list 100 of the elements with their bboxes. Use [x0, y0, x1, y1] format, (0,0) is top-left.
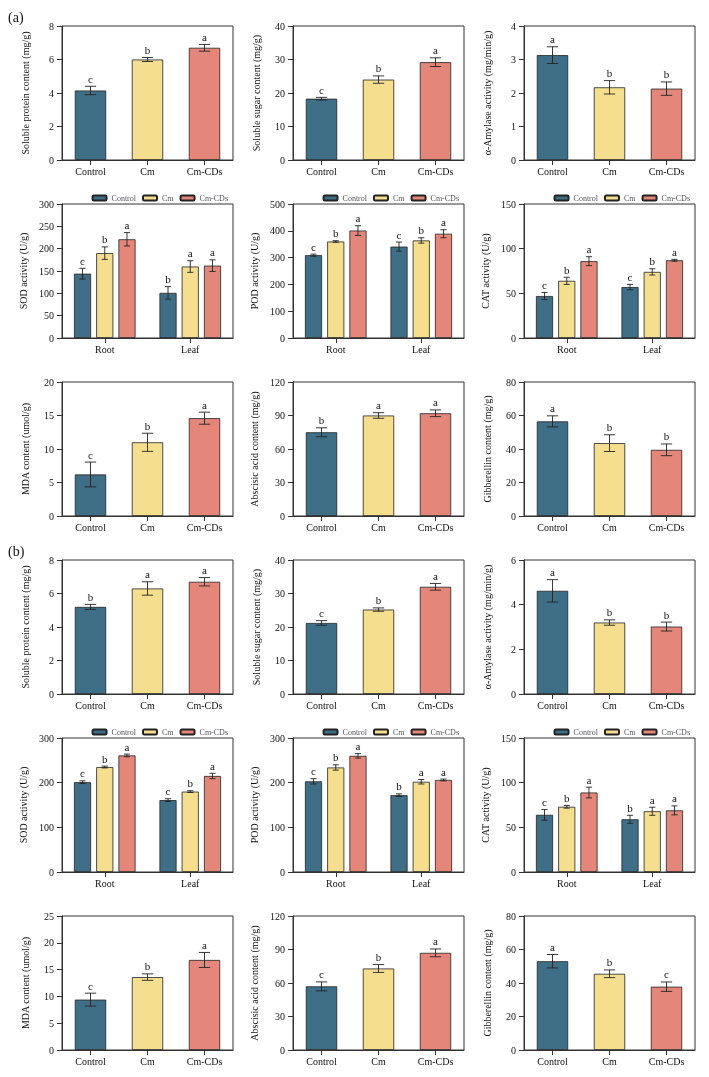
bar — [390, 246, 408, 338]
legend-label: Cm — [161, 193, 175, 203]
y-tick-label: 0 — [49, 1044, 54, 1056]
y-tick-label: 6 — [49, 588, 54, 599]
y-tick-label: 10 — [275, 655, 285, 666]
bar — [434, 779, 453, 872]
data-label: a — [124, 740, 130, 753]
y-tick-label: 300 — [39, 198, 54, 210]
x-tick-label: Leaf — [412, 877, 432, 889]
data-label: c — [542, 795, 548, 808]
y-tick-label: 30 — [275, 477, 285, 488]
y-axis-title: Abscisic acid content (mg/g) — [248, 925, 261, 1041]
legend-label: Control — [111, 727, 137, 737]
bar — [558, 806, 576, 872]
legend-label: Cm-CDs — [661, 727, 690, 737]
y-tick-label: 10 — [275, 121, 285, 132]
bar — [390, 795, 408, 872]
y-tick-label: 50 — [44, 310, 54, 322]
y-tick-label: 250 — [39, 220, 54, 232]
y-tick-label: 50 — [506, 287, 516, 299]
y-tick-label: 2 — [511, 643, 516, 655]
bar — [535, 296, 554, 338]
bar — [73, 782, 92, 872]
y-axis-title: α-Amylase activity (mg/min/g) — [481, 564, 494, 690]
y-tick-label: 150 — [39, 265, 54, 277]
y-axis-title: POD activity (U/g) — [248, 766, 261, 844]
data-label: c — [319, 607, 325, 620]
data-label: b — [102, 233, 108, 246]
x-tick-label: Control — [75, 699, 106, 711]
y-tick-label: 300 — [270, 732, 285, 744]
data-label: a — [210, 246, 216, 259]
y-tick-label: 100 — [39, 287, 54, 299]
x-tick-label: Control — [537, 1055, 568, 1067]
bar — [580, 792, 598, 872]
y-tick-label: 0 — [511, 510, 516, 522]
x-tick-label: Control — [75, 165, 106, 177]
y-tick-label: 100 — [501, 777, 516, 789]
data-label: a — [202, 564, 208, 577]
bar — [159, 800, 177, 872]
y-tick-label: 120 — [270, 376, 285, 388]
y-tick-label: 0 — [511, 154, 516, 166]
y-tick-label: 0 — [280, 332, 285, 344]
x-tick-label: Cm — [140, 521, 155, 533]
y-tick-label: 0 — [511, 688, 516, 700]
y-tick-label: 300 — [39, 732, 54, 744]
bar — [419, 413, 452, 516]
bar — [412, 240, 430, 338]
y-axis-title: Abscisic acid content (mg/g) — [248, 391, 261, 507]
legend-label: Cm — [161, 727, 175, 737]
bar — [535, 814, 554, 872]
y-axis-title: CAT activity (U/g) — [479, 767, 492, 843]
data-label: a — [433, 44, 439, 57]
x-tick-label: Control — [537, 521, 568, 533]
data-label: a — [210, 759, 216, 772]
bar — [118, 755, 136, 872]
legend-label: Cm — [623, 193, 637, 203]
x-tick-label: Control — [75, 521, 106, 533]
legend-label: Control — [111, 193, 137, 203]
legend-label: Cm-CDs — [430, 727, 459, 737]
x-tick-label: Cm-CDs — [186, 1055, 223, 1067]
bar — [665, 260, 684, 338]
y-tick-label: 400 — [270, 225, 285, 237]
data-label: a — [202, 30, 208, 43]
y-tick-label: 30 — [275, 588, 285, 599]
x-tick-label: Cm — [602, 699, 617, 711]
y-tick-label: 150 — [501, 198, 516, 210]
y-tick-label: 0 — [511, 1044, 516, 1056]
y-tick-label: 0 — [280, 510, 285, 522]
y-tick-label: 10 — [44, 443, 54, 455]
data-label: b — [649, 255, 656, 268]
bar — [131, 977, 164, 1050]
y-tick-label: 20 — [275, 87, 285, 99]
data-label: b — [564, 263, 570, 276]
y-tick-label: 0 — [49, 688, 54, 700]
y-axis-title: CAT activity (U/g) — [479, 233, 492, 309]
x-tick-label: Control — [306, 1055, 337, 1067]
y-tick-label: 200 — [39, 243, 54, 255]
data-label: a — [672, 245, 678, 258]
data-label: b — [606, 67, 613, 80]
y-tick-label: 0 — [280, 154, 285, 166]
y-tick-label: 40 — [275, 20, 285, 32]
y-tick-label: 500 — [270, 198, 285, 210]
bar — [419, 586, 452, 694]
y-axis-title: SOD activity (U/g) — [17, 232, 30, 310]
x-tick-label: Control — [306, 165, 337, 177]
bar — [593, 622, 626, 694]
data-label: c — [311, 765, 317, 778]
y-axis-title: Gibberellin content (mg/g) — [481, 395, 494, 503]
data-label: a — [418, 766, 424, 779]
data-label: c — [319, 83, 325, 96]
data-label: b — [418, 224, 425, 237]
y-tick-label: 0 — [280, 688, 285, 700]
y-tick-label: 0 — [511, 332, 516, 344]
text: (a) — [8, 9, 24, 26]
data-label: b — [144, 960, 151, 973]
x-tick-label: Cm — [602, 165, 617, 177]
x-tick-label: Cm — [140, 165, 155, 177]
x-tick-label: Cm-CDs — [417, 699, 454, 711]
data-label: a — [124, 219, 130, 232]
y-tick-label: 4 — [511, 599, 516, 611]
